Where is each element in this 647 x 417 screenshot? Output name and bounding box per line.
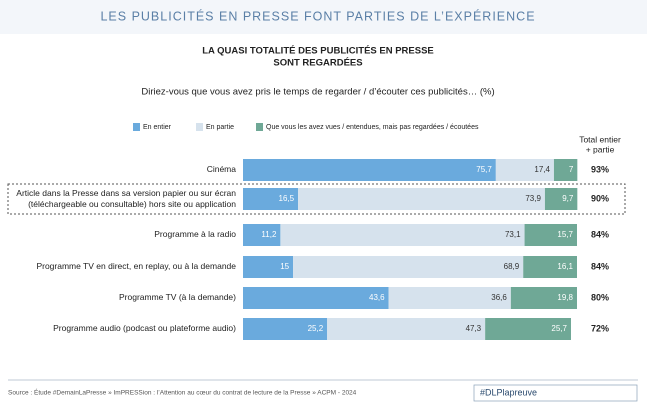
legend-swatch — [133, 123, 140, 131]
total-label: 93% — [591, 164, 609, 174]
category-label: Cinéma — [206, 164, 236, 175]
source: Source : Étude #DemainLaPresse » ImPRESS… — [8, 388, 357, 397]
total-header: Total entier — [579, 134, 621, 144]
bar-segment — [280, 224, 525, 246]
value-label: 16,1 — [557, 262, 573, 271]
legend-swatch — [196, 123, 203, 131]
total-label: 72% — [591, 323, 609, 333]
value-label: 25,2 — [308, 324, 324, 333]
value-label: 36,6 — [491, 293, 507, 302]
bar-segment — [243, 287, 389, 309]
category-label: Programme TV en direct, en replay, ou à … — [36, 261, 236, 272]
bar-segment — [544, 188, 578, 210]
bar-segment — [388, 287, 511, 309]
category-label-box: Cinéma — [206, 164, 236, 175]
legend-label: En partie — [206, 124, 234, 131]
highlight-box — [7, 183, 626, 215]
value-label: 16,5 — [279, 194, 295, 203]
bar-segment — [293, 256, 524, 278]
value-label: 7 — [569, 165, 574, 174]
bar-segment — [327, 318, 486, 340]
value-label: 68,9 — [504, 262, 520, 271]
category-label-box: Article dans la Presse dans sa version p… — [16, 187, 236, 209]
value-label: 47,3 — [466, 324, 482, 333]
category-label: Programme TV (à la demande) — [118, 292, 236, 303]
total-label: 84% — [591, 229, 609, 239]
value-label: 19,8 — [557, 293, 573, 302]
value-label: 15 — [280, 262, 289, 271]
bar-segment — [243, 318, 328, 340]
category-label-box: Programme à la radio — [154, 229, 236, 240]
category-label-box: Programme audio (podcast ou plateforme a… — [53, 323, 236, 334]
bar-segment — [485, 318, 571, 340]
bar-segment — [243, 159, 496, 181]
value-label: 11,2 — [261, 230, 277, 239]
value-label: 9,7 — [562, 194, 574, 203]
banner: LES PUBLICITÉS EN PRESSE FONT PARTIES DE… — [100, 8, 535, 23]
subtitle: Diriez-vous que vous avez pris le temps … — [141, 87, 494, 98]
value-label: 17,4 — [534, 165, 550, 174]
total-label: 90% — [591, 193, 609, 203]
total-label: 80% — [591, 292, 609, 302]
category-label-box: Programme TV (à la demande) — [118, 292, 236, 303]
total-header: + partie — [586, 144, 615, 154]
value-label: 73,9 — [525, 194, 541, 203]
category-label-box: Programme TV en direct, en replay, ou à … — [36, 261, 236, 272]
bar-segment — [243, 256, 294, 278]
title: SONT REGARDÉES — [273, 58, 362, 69]
value-label: 43,6 — [369, 293, 385, 302]
bar-segment — [523, 256, 577, 278]
value-label: 75,7 — [476, 165, 492, 174]
value-label: 15,7 — [557, 230, 573, 239]
legend-label: En entier — [143, 124, 172, 131]
bar-segment — [510, 287, 577, 309]
bar-segment — [524, 224, 577, 246]
bar-segment — [243, 224, 281, 246]
hashtag-box — [473, 384, 638, 402]
category-label: Programme audio (podcast ou plateforme a… — [53, 323, 236, 334]
value-label: 73,1 — [505, 230, 521, 239]
bar-segment — [243, 188, 299, 210]
category-label: Article dans la Presse dans sa version p… — [16, 187, 236, 209]
title: LA QUASI TOTALITÉ DES PUBLICITÉS EN PRES… — [202, 46, 434, 57]
total-label: 84% — [591, 261, 609, 271]
value-label: 25,7 — [551, 324, 567, 333]
hashtag: #DLPlapreuve — [480, 387, 537, 397]
bar-segment — [298, 188, 545, 210]
bar-segment — [495, 159, 554, 181]
bar-segment — [553, 159, 578, 181]
category-label: Programme à la radio — [154, 229, 236, 240]
legend-label: Que vous les avez vues / entendues, mais… — [266, 124, 479, 131]
legend-swatch — [256, 123, 263, 131]
banner-bg — [0, 0, 647, 34]
